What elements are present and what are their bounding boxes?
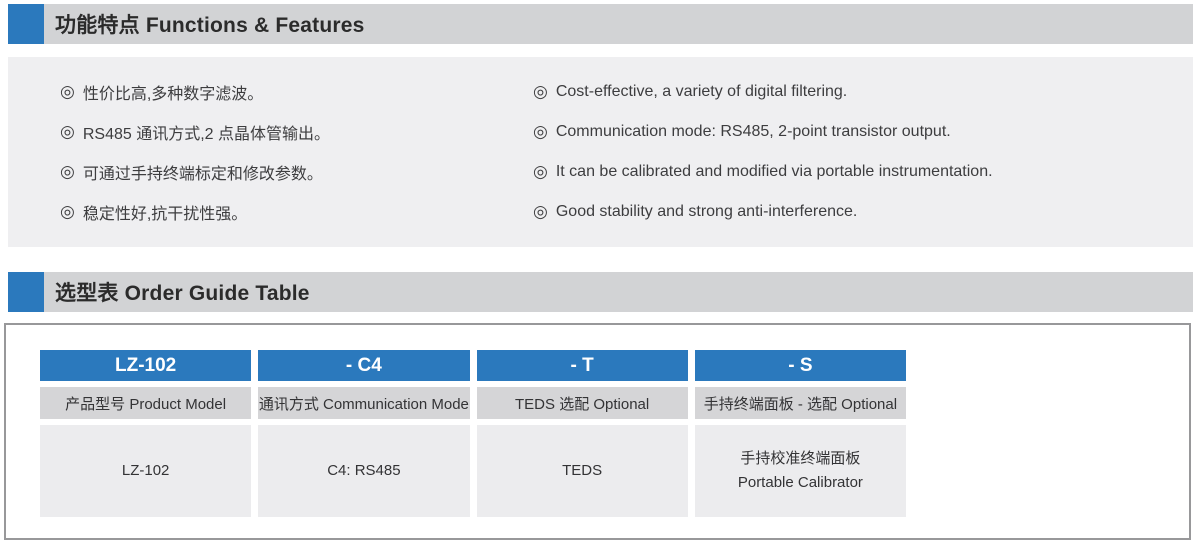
option-value-line: 手持校准终端面板 bbox=[740, 450, 861, 467]
features-panel: ◎ 性价比高,多种数字滤波。 ◎ RS485 通讯方式,2 点晶体管输出。 ◎ … bbox=[8, 57, 1193, 247]
feature-list-en: ◎ Cost-effective, a variety of digital f… bbox=[533, 72, 993, 232]
feature-text-zh: 性价比高,多种数字滤波。 bbox=[82, 86, 264, 103]
blue-accent-square bbox=[8, 4, 44, 44]
option-value-cell: C4: RS485 bbox=[258, 425, 470, 517]
feature-item-zh: ◎ 稳定性好,抗干扰性强。 bbox=[60, 192, 330, 232]
option-value-cell: 手持校准终端面板 Portable Calibrator bbox=[694, 425, 906, 517]
model-code-cell: - C4 bbox=[258, 350, 470, 381]
feature-text-zh: 稳定性好,抗干扰性强。 bbox=[82, 206, 248, 223]
order-table-container: LZ-102 - C4 - T - S 产品型号 Product Model 通… bbox=[4, 323, 1191, 540]
features-section-header: 功能特点 Functions & Features bbox=[8, 4, 1193, 44]
order-guide-section-title: 选型表 Order Guide Table bbox=[44, 272, 1193, 312]
feature-text-zh: 可通过手持终端标定和修改参数。 bbox=[82, 166, 323, 183]
feature-item-zh: ◎ RS485 通讯方式,2 点晶体管输出。 bbox=[60, 112, 330, 152]
feature-text-en: Good stability and strong anti-interfere… bbox=[555, 203, 858, 220]
double-circle-bullet-icon: ◎ bbox=[60, 82, 75, 101]
feature-item-en: ◎ Good stability and strong anti-interfe… bbox=[533, 192, 993, 232]
feature-item-zh: ◎ 可通过手持终端标定和修改参数。 bbox=[60, 152, 330, 192]
feature-text-zh: RS485 通讯方式,2 点晶体管输出。 bbox=[82, 126, 331, 143]
double-circle-bullet-icon: ◎ bbox=[60, 122, 75, 141]
feature-item-en: ◎ It can be calibrated and modified via … bbox=[533, 152, 993, 192]
order-guide-section-header: 选型表 Order Guide Table bbox=[8, 272, 1193, 312]
column-label-cell: 手持终端面板 - 选配 Optional bbox=[694, 387, 906, 419]
column-label-cell: TEDS 选配 Optional bbox=[476, 387, 688, 419]
double-circle-bullet-icon: ◎ bbox=[533, 122, 548, 141]
feature-item-zh: ◎ 性价比高,多种数字滤波。 bbox=[60, 72, 330, 112]
feature-list-zh: ◎ 性价比高,多种数字滤波。 ◎ RS485 通讯方式,2 点晶体管输出。 ◎ … bbox=[60, 72, 330, 232]
option-value-line: C4: RS485 bbox=[327, 462, 401, 479]
double-circle-bullet-icon: ◎ bbox=[60, 162, 75, 181]
double-circle-bullet-icon: ◎ bbox=[533, 82, 548, 101]
model-code-cell: - T bbox=[476, 350, 688, 381]
option-value-line: TEDS bbox=[562, 462, 603, 479]
feature-text-en: Cost-effective, a variety of digital fil… bbox=[555, 83, 848, 100]
feature-text-en: It can be calibrated and modified via po… bbox=[555, 163, 993, 180]
option-value-cell: LZ-102 bbox=[40, 425, 252, 517]
blue-accent-square bbox=[8, 272, 44, 312]
double-circle-bullet-icon: ◎ bbox=[60, 202, 75, 221]
double-circle-bullet-icon: ◎ bbox=[533, 162, 548, 181]
feature-item-en: ◎ Communication mode: RS485, 2-point tra… bbox=[533, 112, 993, 152]
double-circle-bullet-icon: ◎ bbox=[533, 202, 548, 221]
features-section-title: 功能特点 Functions & Features bbox=[44, 4, 1193, 44]
option-value-line: LZ-102 bbox=[121, 462, 170, 479]
order-table: LZ-102 - C4 - T - S 产品型号 Product Model 通… bbox=[40, 350, 906, 517]
option-value-cell: TEDS bbox=[476, 425, 688, 517]
column-label-cell: 产品型号 Product Model bbox=[40, 387, 252, 419]
option-value-line: Portable Calibrator bbox=[737, 474, 863, 491]
feature-item-en: ◎ Cost-effective, a variety of digital f… bbox=[533, 72, 993, 112]
feature-text-en: Communication mode: RS485, 2-point trans… bbox=[555, 123, 951, 140]
column-label-cell: 通讯方式 Communication Mode bbox=[258, 387, 470, 419]
model-code-cell: LZ-102 bbox=[40, 350, 252, 381]
model-code-cell: - S bbox=[694, 350, 906, 381]
